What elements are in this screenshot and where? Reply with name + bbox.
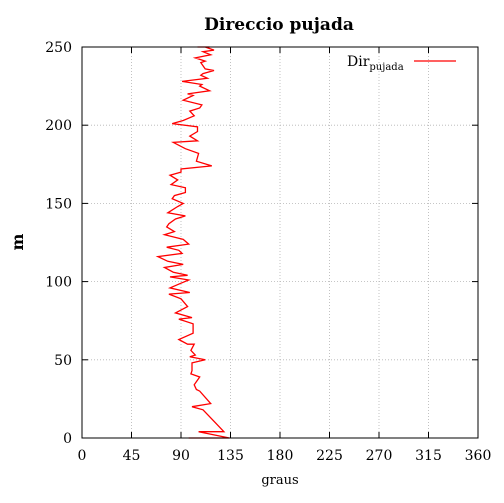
axis-ticks: 0 45 90 135 180 225 270 315 360 0 50 100 150 200 250 (45, 40, 491, 464)
y-tick-label: 150 (45, 196, 72, 212)
x-tick-label: 270 (366, 448, 393, 464)
legend: Dirpujada (347, 54, 456, 73)
y-tick-label: 200 (45, 118, 72, 134)
x-tick-label: 45 (123, 448, 141, 464)
y-tick-label: 100 (45, 275, 72, 291)
legend-label: Dirpujada (347, 54, 404, 73)
plot-frame (81, 46, 479, 439)
x-tick-label: 180 (267, 448, 294, 464)
x-tick-label: 90 (172, 448, 190, 464)
chart-title: Direccio pujada (204, 15, 354, 35)
x-tick-label: 360 (465, 448, 492, 464)
series-layer (155, 46, 230, 439)
x-tick-label: 225 (316, 448, 343, 464)
series-line-dir-pujada (155, 46, 230, 439)
legend-series-subscript: pujada (369, 62, 403, 73)
grid (82, 47, 478, 438)
x-axis-label: graus (261, 473, 298, 488)
y-axis-label: m (8, 233, 27, 250)
x-tick-label: 0 (78, 448, 87, 464)
y-tick-label: 50 (54, 353, 72, 369)
y-tick-label: 250 (45, 40, 72, 56)
x-tick-label: 315 (415, 448, 442, 464)
y-tick-label: 0 (63, 431, 72, 447)
x-tick-label: 135 (217, 448, 244, 464)
legend-series-name: Dir (347, 54, 370, 70)
